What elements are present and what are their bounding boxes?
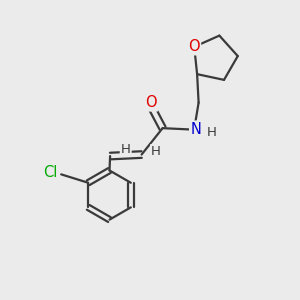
Text: O: O: [188, 39, 200, 54]
Text: O: O: [146, 95, 157, 110]
Text: H: H: [121, 143, 130, 156]
Text: H: H: [207, 126, 217, 139]
Text: N: N: [190, 122, 201, 136]
Text: Cl: Cl: [43, 165, 58, 180]
Text: H: H: [151, 145, 161, 158]
